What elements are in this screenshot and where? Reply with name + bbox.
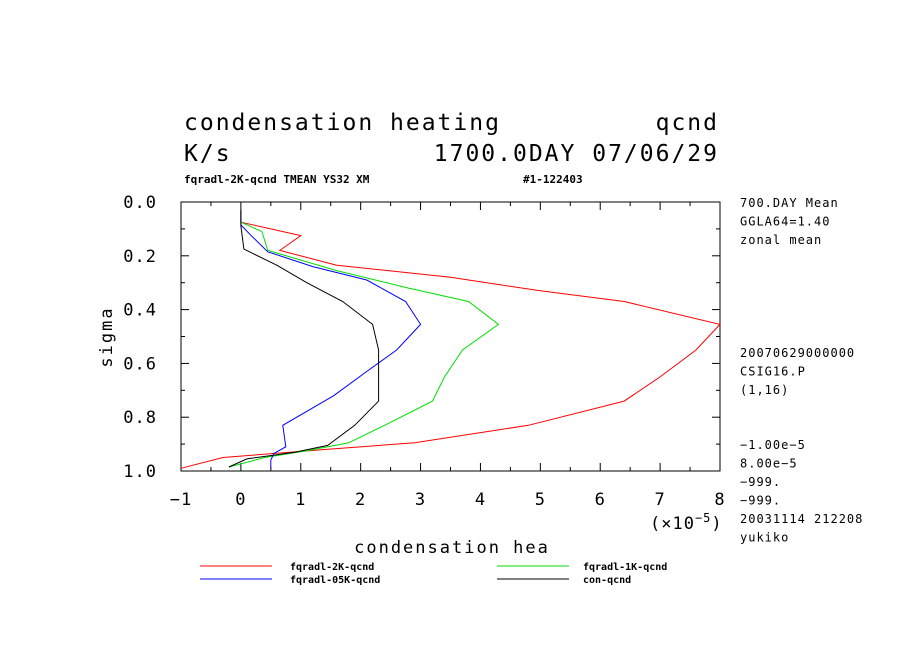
x-axis-label: condensation hea	[354, 538, 550, 558]
legend-label-con-qcnd: con-qcnd	[583, 575, 631, 586]
side-info-top-line: 700.DAY Mean	[740, 196, 839, 210]
side-info-bottom-line: −999.	[740, 475, 781, 489]
x-scale-factor: (×10−5)	[650, 511, 723, 534]
x-scale-factor-exponent: −5	[695, 511, 711, 525]
series-line-fqradl-05K-qcnd	[240, 210, 422, 469]
x-tick-label: 5	[535, 490, 546, 510]
chart-units: K/s	[184, 141, 232, 167]
y-tick-label: 1.0	[123, 462, 157, 482]
side-info-bottom-line: 20031114 212208	[740, 512, 863, 526]
x-tick-label: −1	[170, 490, 192, 510]
x-scale-factor-base: (×10	[650, 514, 695, 534]
x-tick-label: 7	[654, 490, 665, 510]
series-line-con-qcnd	[228, 210, 380, 468]
y-axis-label: sigma	[97, 306, 117, 367]
side-info-mid-line: CSIG16.P	[740, 365, 806, 379]
side-info-bottom-line: −999.	[740, 494, 781, 508]
series-line-fqradl-2K-qcnd	[180, 210, 721, 469]
side-info-bottom-line: −1.00e−5	[740, 438, 806, 452]
chart-title: condensation heating	[184, 110, 501, 136]
x-tick-label: 0	[235, 490, 246, 510]
y-tick-label: 0.2	[123, 247, 157, 267]
chart-time-label: 1700.0DAY 07/06/29	[434, 141, 719, 167]
chart-variable-name: qcnd	[656, 110, 719, 136]
series-lines	[180, 210, 721, 469]
side-info-bottom-line: yukiko	[740, 531, 789, 545]
y-tick-label: 0.0	[123, 193, 157, 213]
series-line-fqradl-1K-qcnd	[228, 210, 500, 468]
side-info-top-line: zonal mean	[740, 233, 822, 247]
legend-label-fqradl-2K-qcnd: fqradl-2K-qcnd	[290, 562, 374, 573]
y-tick-label: 0.4	[123, 301, 157, 321]
x-tick-label: 6	[595, 490, 606, 510]
side-info-mid-line: 20070629000000	[740, 346, 855, 360]
legend-label-fqradl-05K-qcnd: fqradl-05K-qcnd	[290, 575, 380, 586]
x-tick-label: 4	[475, 490, 486, 510]
plot-frame	[180, 201, 721, 472]
x-tick-label: 3	[415, 490, 426, 510]
x-tick-label: 8	[714, 490, 725, 510]
legend: fqradl-2K-qcnd fqradl-1K-qcnd fqradl-05K-q…	[200, 562, 667, 586]
x-scale-factor-close: )	[711, 514, 722, 534]
side-info-top-line: GGLA64=1.40	[740, 215, 830, 229]
legend-label-fqradl-1K-qcnd: fqradl-1K-qcnd	[583, 562, 667, 573]
y-tick-label: 0.6	[123, 354, 157, 374]
axis-ticks: −1 0 1 2 3 4 5 6 7 8 0.0 0.2 0.4 0.6 0.8 1.0	[123, 193, 725, 510]
side-info-bottom-line: 8.00e−5	[740, 457, 798, 471]
x-tick-label: 1	[295, 490, 306, 510]
x-tick-label: 2	[355, 490, 366, 510]
side-info: 700.DAY Mean GGLA64=1.40 zonal mean 2007062…	[740, 196, 863, 545]
chart-subtitle: fqradl-2K-qcnd TMEAN YS32 XM	[184, 173, 370, 186]
chart-run-id: #1-122403	[523, 173, 583, 186]
y-tick-label: 0.8	[123, 408, 157, 428]
side-info-mid-line: (1,16)	[740, 383, 789, 397]
